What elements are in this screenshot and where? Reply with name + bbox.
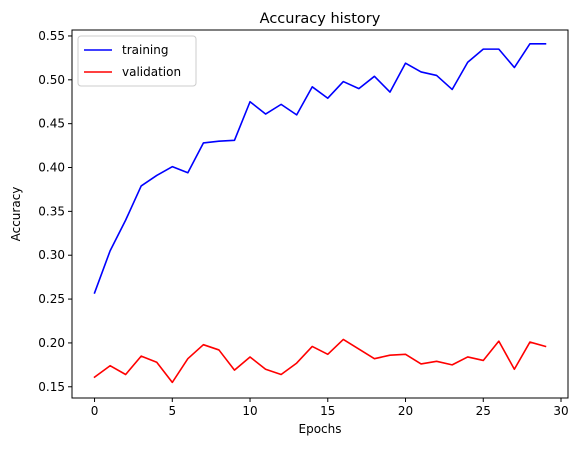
series-lines [93, 43, 547, 384]
x-tick-label: 5 [168, 404, 176, 418]
y-axis-label: Accuracy [9, 187, 23, 242]
x-tick-label: 25 [476, 404, 491, 418]
x-tick-label: 20 [398, 404, 413, 418]
y-tick-label: 0.15 [38, 380, 65, 394]
axes-frame [71, 29, 569, 399]
x-tick-label: 10 [242, 404, 257, 418]
plot-area: 0 5 10 15 20 25 30 0.15 0.20 0.25 0.30 0.35 0.40 0.4… [38, 29, 568, 418]
y-tick-label: 0.20 [38, 336, 65, 350]
x-axis-label: Epochs [299, 422, 342, 436]
chart-title: Accuracy history [260, 11, 381, 27]
x-tick-label: 0 [91, 404, 99, 418]
x-tick-label: 15 [320, 404, 335, 418]
x-tick-label: 30 [553, 404, 568, 418]
y-tick-label: 0.30 [38, 248, 65, 262]
y-tick-label: 0.45 [38, 117, 65, 131]
y-tick-label: 0.40 [38, 161, 65, 175]
y-tick-label: 0.50 [38, 73, 65, 87]
legend-label-training: training [122, 43, 169, 57]
legend-label-validation: validation [122, 65, 181, 79]
y-tick-label: 0.55 [38, 29, 65, 43]
y-axis: 0.15 0.20 0.25 0.30 0.35 0.40 0.45 0.50 0.55 [38, 29, 72, 394]
y-tick-label: 0.35 [38, 204, 65, 218]
x-axis: 0 5 10 15 20 25 30 [91, 398, 569, 418]
legend-box [77, 35, 197, 87]
legend: training validation [77, 35, 197, 87]
y-tick-label: 0.25 [38, 292, 65, 306]
legend-entries: training validation [84, 43, 181, 79]
series-line-training [93, 43, 547, 294]
series-line-validation [93, 338, 547, 384]
